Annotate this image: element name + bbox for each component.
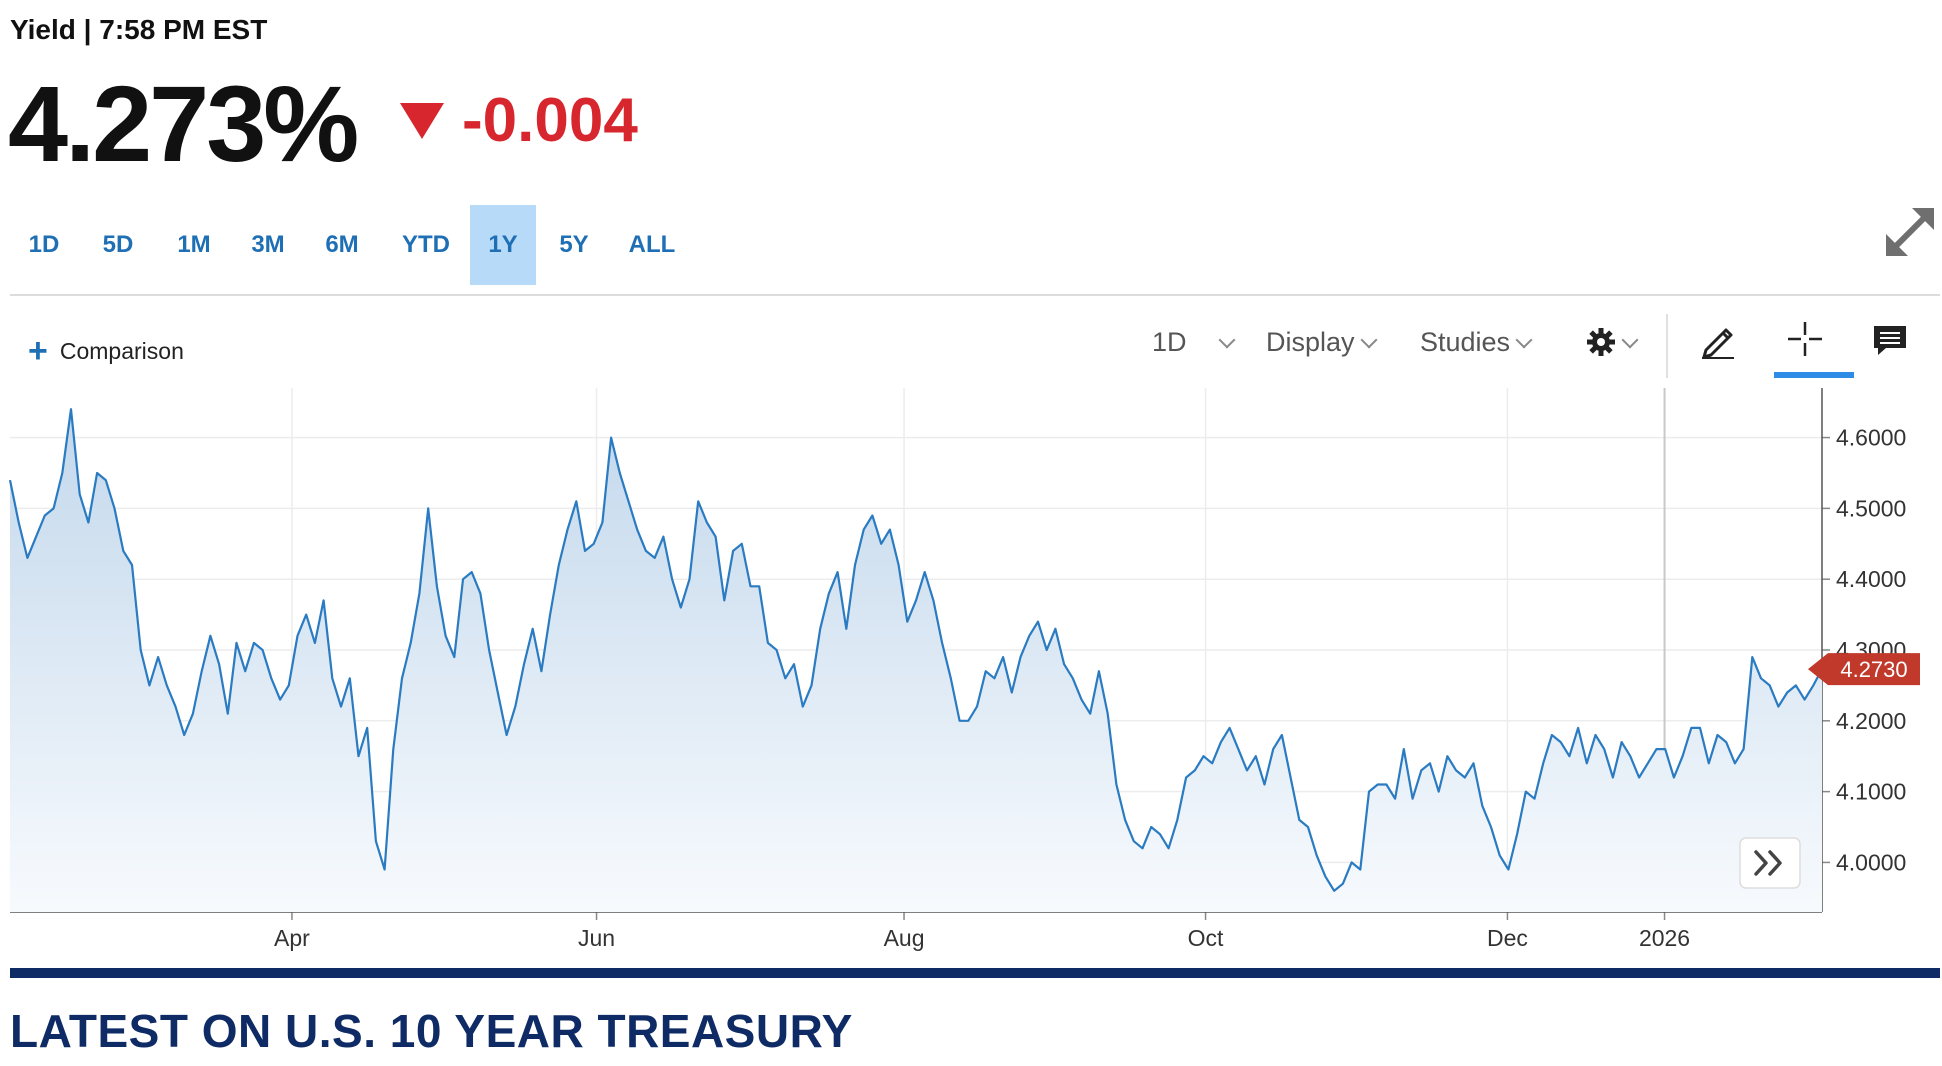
range-tab-1m[interactable]: 1M (177, 231, 211, 258)
range-tab-all[interactable]: ALL (628, 231, 676, 258)
display-dropdown[interactable]: Display (1266, 322, 1378, 362)
yield-chart[interactable]: 4.60004.50004.40004.30004.20004.10004.00… (0, 380, 1942, 960)
current-yield-value: 4.273% (8, 63, 359, 184)
comparison-label: Comparison (59, 337, 184, 364)
y-tick-label: 4.2000 (1836, 708, 1906, 734)
chevron-down-icon (1621, 331, 1639, 349)
interval-dropdown[interactable]: 1D (1152, 322, 1236, 362)
toolbar-divider (10, 294, 1940, 296)
chevron-down-icon (1360, 331, 1378, 349)
x-tick-label: Apr (274, 925, 310, 951)
comment-icon[interactable] (1872, 322, 1908, 358)
down-triangle-icon (400, 103, 444, 139)
display-label: Display (1266, 326, 1355, 357)
y-tick-label: 4.5000 (1836, 495, 1906, 521)
x-tick-label: Aug (884, 925, 925, 951)
comparison-button[interactable]: + Comparison (28, 334, 184, 368)
scroll-right-icon (1754, 850, 1782, 876)
range-tab-1d[interactable]: 1D (28, 231, 60, 258)
x-tick-label: Jun (578, 925, 615, 951)
section-heading: LATEST ON U.S. 10 YEAR TREASURY (10, 1005, 853, 1057)
range-tab-ytd[interactable]: YTD (402, 231, 450, 258)
range-tab-6m[interactable]: 6M (325, 231, 359, 258)
symbol-status-label: Yield | 7:58 PM EST (10, 14, 268, 45)
y-tick-label: 4.0000 (1836, 849, 1906, 875)
toolbar-separator (1666, 314, 1668, 378)
scroll-right-button[interactable] (1739, 837, 1801, 889)
x-tick-label: 2026 (1639, 925, 1690, 951)
x-tick-label: Dec (1487, 925, 1528, 951)
y-tick-label: 4.1000 (1836, 779, 1906, 805)
y-tick-label: 4.4000 (1836, 566, 1906, 592)
yield-change-value: -0.004 (462, 86, 638, 155)
interval-label: 1D (1152, 326, 1187, 357)
draw-pencil-icon[interactable] (1698, 320, 1738, 360)
series-line (8, 408, 1823, 892)
settings-gear-icon (1587, 328, 1615, 356)
y-tick-label: 4.6000 (1836, 425, 1906, 451)
x-tick-label: Oct (1188, 925, 1224, 951)
studies-label: Studies (1420, 326, 1511, 357)
series-area-fill (10, 409, 1822, 912)
range-tab-1y[interactable]: 1Y (470, 205, 536, 285)
studies-dropdown[interactable]: Studies (1420, 322, 1533, 362)
settings-dropdown[interactable] (1586, 322, 1639, 362)
range-tab-5y[interactable]: 5Y (559, 231, 589, 258)
range-tab-5d[interactable]: 5D (102, 231, 134, 258)
chevron-down-icon (1515, 331, 1533, 349)
last-value-label: 4.2730 (1840, 657, 1907, 682)
section-rule (10, 968, 1940, 978)
plus-icon: + (28, 332, 48, 370)
range-tab-3m[interactable]: 3M (251, 231, 285, 258)
chevron-down-icon (1218, 331, 1236, 349)
last-value-marker (1808, 653, 1920, 686)
expand-icon[interactable] (1882, 204, 1938, 260)
crosshair-icon[interactable] (1786, 320, 1824, 358)
active-tool-indicator (1774, 372, 1854, 378)
